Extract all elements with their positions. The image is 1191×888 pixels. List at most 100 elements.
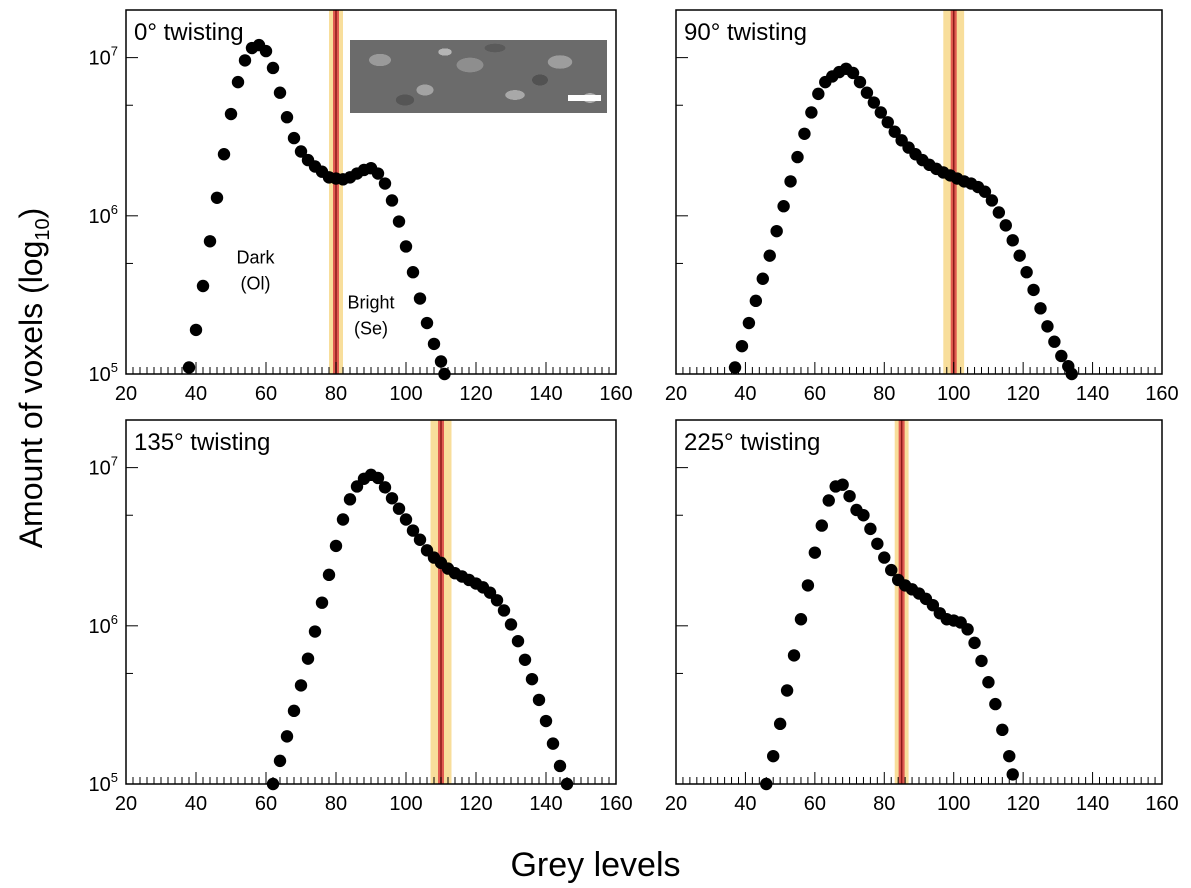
x-tick-label: 160 — [599, 793, 632, 815]
data-point — [812, 87, 825, 101]
data-point — [791, 150, 804, 164]
data-point — [867, 96, 881, 109]
data-point — [273, 754, 287, 768]
x-tick-label: 140 — [1076, 383, 1109, 405]
x-tick-label: 160 — [599, 383, 632, 405]
data-point — [210, 191, 224, 204]
y-tick-base: 10 — [89, 48, 111, 70]
data-point — [231, 75, 245, 89]
data-point — [836, 478, 849, 491]
data-point — [864, 522, 877, 536]
data-point — [798, 127, 811, 140]
x-tick-label: 40 — [185, 383, 207, 405]
data-point — [378, 481, 392, 494]
x-tick-label: 100 — [389, 793, 422, 815]
y-tick-exponent: 5 — [111, 770, 118, 785]
data-point — [1065, 367, 1078, 381]
data-point — [996, 723, 1009, 737]
plot-frame — [675, 419, 1163, 785]
data-point — [860, 86, 874, 99]
y-tick-base: 10 — [89, 458, 111, 480]
x-tick-label: 20 — [665, 793, 687, 815]
data-point — [961, 623, 974, 636]
data-point — [1034, 302, 1047, 315]
data-point — [1048, 335, 1061, 348]
x-tick-label: 100 — [937, 383, 970, 405]
data-point — [989, 697, 1002, 711]
data-point — [238, 54, 252, 67]
y-axis-label-main: Amount of voxels (log — [12, 240, 49, 549]
data-point — [539, 714, 553, 728]
x-tick-label: 60 — [255, 383, 277, 405]
data-point — [999, 219, 1012, 232]
x-tick-label: 80 — [873, 383, 895, 405]
data-point — [857, 509, 870, 522]
phase-annotation: Bright — [347, 292, 394, 312]
x-tick-label: 80 — [325, 793, 347, 815]
data-point — [434, 355, 448, 368]
data-point — [294, 145, 308, 158]
data-point — [926, 598, 940, 612]
data-point — [287, 131, 301, 145]
data-point — [343, 493, 357, 506]
data-point — [881, 116, 894, 129]
chart-panel-4: 20 40 60 80 100 120 140 160 225° twisting — [665, 419, 1179, 815]
data-point — [853, 75, 867, 89]
x-tick-label: 140 — [1076, 793, 1109, 815]
x-tick-label: 40 — [734, 793, 756, 815]
data-point — [189, 323, 203, 337]
data-point — [787, 649, 801, 662]
data-point — [266, 61, 280, 75]
data-point — [760, 777, 773, 791]
data-point — [525, 672, 539, 686]
y-tick-exponent: 7 — [111, 44, 118, 59]
data-point — [975, 654, 988, 668]
x-tick-label: 20 — [115, 793, 137, 815]
data-point — [780, 684, 794, 697]
y-tick-base: 10 — [89, 616, 111, 638]
y-tick-exponent: 6 — [111, 612, 118, 627]
data-point — [322, 568, 336, 582]
data-point — [266, 777, 280, 791]
x-tick-label: 160 — [1145, 793, 1178, 815]
data-point — [490, 594, 504, 607]
y-axis-label-subscript: 10 — [32, 218, 55, 241]
data-point — [805, 106, 818, 119]
data-point — [978, 185, 992, 198]
phase-annotation: Dark — [236, 247, 275, 267]
data-point — [985, 194, 999, 207]
x-tick-label: 60 — [804, 793, 826, 815]
data-point — [756, 272, 769, 285]
x-axis-label: Grey levels — [510, 846, 681, 884]
data-point — [874, 106, 888, 119]
y-tick-base: 10 — [89, 206, 111, 228]
data-point — [371, 167, 385, 180]
data-point — [287, 704, 301, 718]
data-point — [728, 361, 742, 374]
data-point — [511, 634, 525, 648]
data-point — [968, 636, 981, 650]
data-point — [843, 489, 856, 503]
x-tick-label: 80 — [325, 383, 347, 405]
panel-title: 135° twisting — [134, 429, 270, 456]
data-point — [217, 148, 231, 161]
x-tick-label: 100 — [937, 793, 970, 815]
data-point — [301, 652, 315, 665]
y-tick-base: 10 — [89, 774, 111, 796]
data-point — [280, 111, 294, 124]
y-axis-label-close: ) — [12, 207, 49, 219]
data-point — [392, 215, 406, 228]
data-point — [878, 551, 891, 564]
data-point — [385, 194, 399, 207]
y-axis-label: Amount of voxels (log10) — [13, 208, 55, 549]
y-tick-label: 107 — [89, 44, 118, 70]
x-tick-label: 120 — [1006, 383, 1039, 405]
chart-panel-2: 20 40 60 80 100 120 140 160 90° twisting — [665, 9, 1179, 405]
data-point — [767, 749, 780, 763]
data-point — [196, 279, 210, 293]
data-point — [1055, 349, 1068, 363]
x-tick-label: 40 — [185, 793, 207, 815]
data-point — [329, 539, 343, 553]
